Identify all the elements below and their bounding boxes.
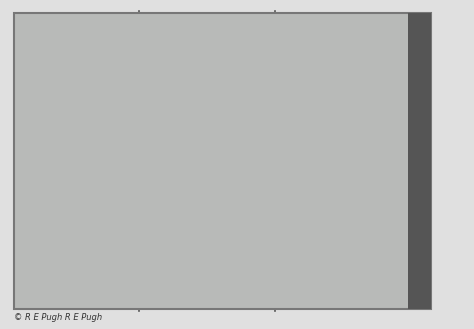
Circle shape — [365, 186, 369, 189]
Circle shape — [60, 127, 66, 131]
Circle shape — [345, 184, 351, 188]
Text: © R E Pugh R E Pugh: © R E Pugh R E Pugh — [14, 314, 102, 322]
Circle shape — [357, 181, 363, 186]
Circle shape — [348, 188, 354, 192]
Circle shape — [99, 242, 104, 245]
Text: Amoeboid: Amoeboid — [129, 164, 168, 173]
Circle shape — [358, 186, 364, 190]
Circle shape — [347, 187, 353, 191]
Circle shape — [363, 190, 366, 193]
Circle shape — [200, 57, 205, 61]
Circle shape — [337, 199, 342, 203]
Circle shape — [352, 186, 356, 189]
Circle shape — [346, 191, 350, 193]
Circle shape — [335, 193, 340, 197]
Text: Cyst
intermediate: Cyst intermediate — [72, 272, 121, 291]
Circle shape — [351, 187, 356, 190]
Circle shape — [342, 199, 346, 202]
Circle shape — [364, 193, 371, 197]
Circle shape — [138, 133, 145, 138]
Circle shape — [346, 191, 349, 193]
Circle shape — [192, 55, 198, 59]
Circle shape — [351, 185, 359, 190]
Text: Cyst: Cyst — [51, 151, 67, 161]
Circle shape — [343, 186, 350, 190]
Circle shape — [337, 198, 343, 203]
Circle shape — [347, 188, 353, 192]
Circle shape — [363, 188, 369, 192]
Circle shape — [341, 190, 345, 192]
Circle shape — [336, 180, 339, 183]
Circle shape — [155, 138, 161, 142]
Text: Multivacuolar: Multivacuolar — [198, 204, 250, 213]
Circle shape — [347, 201, 350, 203]
Circle shape — [356, 201, 358, 203]
Circle shape — [344, 189, 351, 194]
Circle shape — [195, 62, 201, 65]
Circle shape — [348, 188, 353, 191]
Circle shape — [346, 188, 354, 193]
Circle shape — [350, 185, 356, 188]
Circle shape — [338, 190, 341, 192]
Circle shape — [358, 180, 362, 182]
Circle shape — [346, 187, 353, 191]
Circle shape — [354, 176, 360, 180]
Circle shape — [52, 128, 57, 132]
Circle shape — [347, 182, 354, 187]
Circle shape — [345, 186, 350, 189]
Circle shape — [346, 188, 351, 192]
Circle shape — [335, 178, 341, 183]
Circle shape — [341, 190, 344, 192]
Circle shape — [204, 60, 210, 64]
Circle shape — [343, 181, 350, 186]
Circle shape — [330, 188, 334, 191]
Circle shape — [348, 189, 353, 191]
Circle shape — [347, 189, 352, 192]
Circle shape — [242, 254, 250, 260]
Circle shape — [348, 182, 353, 185]
Circle shape — [246, 272, 258, 280]
Text: External environment: External environment — [15, 18, 113, 27]
Circle shape — [350, 202, 356, 207]
Circle shape — [346, 194, 352, 198]
Circle shape — [342, 195, 346, 198]
Circle shape — [345, 193, 350, 196]
Text: Avacuolar: Avacuolar — [181, 83, 219, 92]
Circle shape — [202, 53, 208, 57]
Text: Human intestine: Human intestine — [167, 18, 242, 27]
Circle shape — [352, 191, 356, 194]
Circle shape — [91, 243, 95, 246]
Circle shape — [335, 177, 342, 182]
Circle shape — [54, 133, 60, 137]
Circle shape — [356, 176, 363, 181]
Circle shape — [346, 190, 352, 195]
Text: Granular: Granular — [334, 220, 367, 229]
Circle shape — [363, 184, 368, 188]
Circle shape — [93, 248, 98, 251]
Circle shape — [335, 197, 338, 200]
Circle shape — [352, 193, 356, 196]
Circle shape — [343, 182, 349, 186]
Circle shape — [143, 141, 149, 145]
Text: Vacuolar: Vacuolar — [254, 298, 287, 307]
Circle shape — [345, 193, 347, 195]
Text: Culture: Culture — [325, 18, 357, 27]
Circle shape — [343, 187, 348, 191]
Circle shape — [150, 130, 156, 134]
Circle shape — [358, 189, 362, 191]
Circle shape — [351, 192, 354, 195]
Circle shape — [335, 186, 338, 189]
Circle shape — [354, 202, 358, 205]
Circle shape — [147, 135, 154, 139]
